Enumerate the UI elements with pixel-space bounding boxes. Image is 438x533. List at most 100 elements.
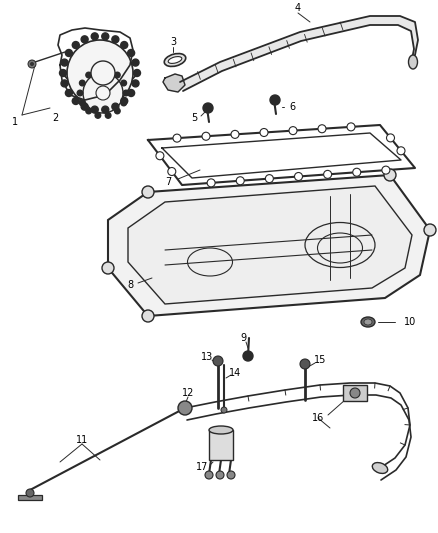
Circle shape xyxy=(123,90,129,96)
Circle shape xyxy=(294,173,303,181)
Text: 14: 14 xyxy=(229,368,241,378)
Text: 17: 17 xyxy=(196,462,208,472)
Circle shape xyxy=(132,80,139,87)
Circle shape xyxy=(202,132,210,140)
Circle shape xyxy=(91,106,98,113)
Polygon shape xyxy=(108,175,430,316)
Ellipse shape xyxy=(168,56,182,63)
Polygon shape xyxy=(209,430,233,460)
Polygon shape xyxy=(163,74,185,92)
Circle shape xyxy=(60,69,67,77)
Circle shape xyxy=(65,90,72,96)
Text: 16: 16 xyxy=(312,413,324,423)
Circle shape xyxy=(347,123,355,131)
Circle shape xyxy=(91,61,115,85)
Circle shape xyxy=(127,90,134,96)
Circle shape xyxy=(236,177,244,185)
Text: 13: 13 xyxy=(201,352,213,362)
Circle shape xyxy=(112,36,119,43)
Circle shape xyxy=(81,103,88,110)
Polygon shape xyxy=(128,186,412,304)
Circle shape xyxy=(270,95,280,105)
Circle shape xyxy=(26,489,34,497)
Circle shape xyxy=(289,127,297,135)
Circle shape xyxy=(77,90,83,96)
Circle shape xyxy=(65,50,72,56)
Circle shape xyxy=(121,100,127,106)
Ellipse shape xyxy=(409,55,417,69)
Text: 7: 7 xyxy=(165,177,171,187)
Polygon shape xyxy=(180,16,418,91)
Circle shape xyxy=(121,42,128,49)
Circle shape xyxy=(300,359,310,369)
Circle shape xyxy=(61,80,68,87)
Text: 1: 1 xyxy=(12,117,18,127)
Circle shape xyxy=(115,108,120,114)
Circle shape xyxy=(86,108,92,114)
Text: 4: 4 xyxy=(295,3,301,13)
Circle shape xyxy=(105,68,111,74)
Circle shape xyxy=(173,134,181,142)
Circle shape xyxy=(142,186,154,198)
Ellipse shape xyxy=(372,463,388,473)
Text: 15: 15 xyxy=(314,355,326,365)
Text: 2: 2 xyxy=(52,113,58,123)
Circle shape xyxy=(265,175,273,183)
Circle shape xyxy=(79,80,85,86)
Circle shape xyxy=(102,106,109,113)
Circle shape xyxy=(95,68,101,74)
Circle shape xyxy=(61,59,68,66)
Circle shape xyxy=(243,351,253,361)
Circle shape xyxy=(324,171,332,179)
Circle shape xyxy=(91,33,98,40)
Ellipse shape xyxy=(364,319,372,325)
Text: 3: 3 xyxy=(170,37,176,47)
Circle shape xyxy=(105,112,111,118)
Circle shape xyxy=(350,388,360,398)
Circle shape xyxy=(353,168,361,176)
Circle shape xyxy=(178,401,192,415)
Circle shape xyxy=(386,134,395,142)
Text: 8: 8 xyxy=(127,280,133,290)
Circle shape xyxy=(221,407,227,413)
Circle shape xyxy=(207,179,215,187)
Circle shape xyxy=(142,310,154,322)
Text: 5: 5 xyxy=(191,113,197,123)
Polygon shape xyxy=(18,495,42,500)
Text: 6: 6 xyxy=(289,102,295,112)
Circle shape xyxy=(134,69,141,77)
Text: 12: 12 xyxy=(182,388,194,398)
Circle shape xyxy=(127,50,134,56)
Circle shape xyxy=(382,166,390,174)
Circle shape xyxy=(397,147,405,155)
Ellipse shape xyxy=(164,53,186,67)
Circle shape xyxy=(28,60,36,68)
Circle shape xyxy=(384,169,396,181)
Circle shape xyxy=(156,152,164,160)
Circle shape xyxy=(168,167,176,175)
Circle shape xyxy=(227,471,235,479)
Text: 9: 9 xyxy=(240,333,246,343)
Circle shape xyxy=(96,86,110,100)
Text: 11: 11 xyxy=(76,435,88,445)
Circle shape xyxy=(86,72,92,78)
Circle shape xyxy=(102,33,109,40)
Circle shape xyxy=(72,42,79,49)
Circle shape xyxy=(213,356,223,366)
Circle shape xyxy=(121,98,128,104)
Circle shape xyxy=(318,125,326,133)
Circle shape xyxy=(79,100,85,106)
Circle shape xyxy=(112,103,119,110)
Circle shape xyxy=(102,262,114,274)
Circle shape xyxy=(81,36,88,43)
Circle shape xyxy=(67,40,133,106)
Circle shape xyxy=(121,80,127,86)
Circle shape xyxy=(205,471,213,479)
Circle shape xyxy=(424,224,436,236)
Circle shape xyxy=(83,73,123,113)
Circle shape xyxy=(72,98,79,104)
Circle shape xyxy=(95,112,101,118)
Circle shape xyxy=(203,103,213,113)
Circle shape xyxy=(231,131,239,139)
Ellipse shape xyxy=(209,426,233,434)
